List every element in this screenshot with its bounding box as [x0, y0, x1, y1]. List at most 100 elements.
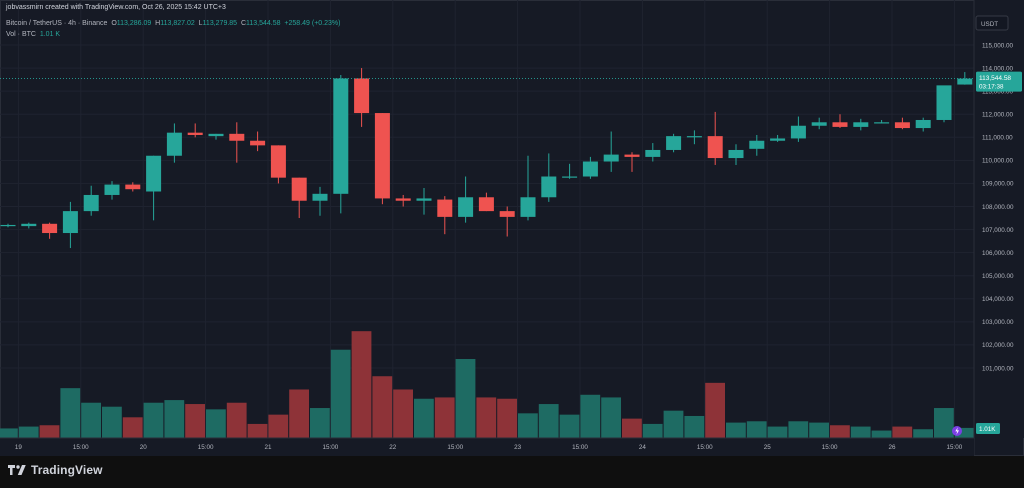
candle-body[interactable]	[936, 85, 952, 120]
low-value: 113,279.85	[202, 20, 238, 27]
candle-body[interactable]	[166, 132, 182, 156]
ohlc-legend: Bitcoin / TetherUS · 4h · Binance O 113,2…	[6, 20, 340, 27]
time-axis[interactable]	[0, 438, 974, 456]
price-chart[interactable]: 115,000.00 114,000.00 113,000.00 112,000.00…	[0, 0, 1024, 456]
time-tick-label: 15:00	[323, 444, 339, 451]
volume-bar	[746, 421, 767, 439]
volume-bar	[289, 389, 309, 439]
candle-body[interactable]	[686, 136, 702, 138]
candle-body[interactable]	[582, 161, 598, 177]
volume-bar	[372, 376, 393, 439]
volume-badge-label: 1.01K	[979, 426, 996, 433]
candle-body[interactable]	[229, 133, 245, 141]
tradingview-logo[interactable]: TradingView	[8, 463, 103, 477]
time-tick-label: 20	[140, 444, 148, 451]
candle-body[interactable]	[853, 122, 869, 127]
volume-bar	[122, 417, 143, 439]
price-tick-label: 110,000.00	[982, 158, 1014, 165]
candle-body[interactable]	[645, 149, 661, 157]
volume-bar	[39, 425, 60, 439]
candle-body[interactable]	[749, 140, 765, 149]
candle-body[interactable]	[499, 211, 515, 217]
last-price-label: 113,544.58	[979, 75, 1011, 82]
candle-body[interactable]	[125, 184, 141, 190]
candle-body[interactable]	[437, 199, 453, 217]
candle-body[interactable]	[146, 155, 162, 192]
price-tick-label: 114,000.00	[982, 65, 1014, 72]
volume-bar	[850, 426, 871, 439]
change-value: +258.49 (+0.23%)	[284, 20, 341, 27]
volume-label[interactable]: Vol · BTC	[6, 31, 36, 38]
volume-bar	[497, 398, 517, 439]
volume-bar	[310, 408, 330, 439]
candle-body[interactable]	[374, 113, 390, 199]
price-tick-label: 109,000.00	[982, 181, 1014, 188]
volume-bar	[351, 331, 372, 439]
candle-body[interactable]	[957, 78, 973, 85]
candle-body[interactable]	[250, 140, 266, 146]
candle-body[interactable]	[562, 176, 578, 178]
volume-bar	[268, 414, 289, 439]
candle-body[interactable]	[541, 176, 557, 198]
volume-bar	[913, 429, 933, 439]
candle-body[interactable]	[291, 177, 307, 201]
candle-body[interactable]	[707, 136, 723, 159]
candle-body[interactable]	[21, 223, 37, 227]
time-tick-label: 25	[764, 444, 772, 451]
candle-body[interactable]	[187, 132, 203, 135]
price-tick-label: 105,000.00	[982, 273, 1014, 280]
volume-bar	[601, 397, 621, 439]
volume-bar	[393, 389, 413, 439]
candle-body[interactable]	[666, 136, 682, 150]
candle-body[interactable]	[458, 197, 474, 217]
candle-body[interactable]	[915, 119, 931, 129]
candle-body[interactable]	[83, 194, 99, 212]
volume-bar	[455, 359, 476, 439]
candle-body[interactable]	[790, 125, 806, 139]
volume-bar	[518, 413, 538, 439]
open-label: O	[111, 20, 117, 27]
time-tick-label: 15:00	[447, 444, 463, 451]
candle-body[interactable]	[770, 138, 786, 141]
close-value: 113,544.58	[246, 20, 281, 27]
candle-body[interactable]	[728, 149, 744, 159]
candle-body[interactable]	[354, 78, 370, 114]
candle-body[interactable]	[894, 122, 910, 129]
volume-bar	[60, 388, 81, 439]
candle-body[interactable]	[520, 197, 536, 217]
volume-bar	[871, 430, 892, 439]
candle-body[interactable]	[874, 122, 890, 124]
candle-body[interactable]	[478, 197, 494, 212]
volume-bar	[892, 426, 913, 439]
candle-body[interactable]	[0, 224, 16, 227]
volume-bar	[164, 400, 185, 439]
volume-badge	[976, 423, 1000, 434]
candle-body[interactable]	[104, 184, 120, 195]
volume-bar	[330, 349, 351, 439]
candle-body[interactable]	[811, 122, 827, 126]
volume-bar	[247, 423, 268, 439]
currency-button[interactable]	[975, 15, 1009, 31]
countdown-label: 03:17:38	[979, 84, 1004, 91]
candle-body[interactable]	[333, 78, 349, 194]
currency-label: USDT	[981, 21, 998, 28]
time-tick-label: 15:00	[697, 444, 713, 451]
candle-body[interactable]	[395, 198, 411, 201]
candle-body[interactable]	[624, 154, 640, 157]
candle-body[interactable]	[312, 193, 328, 201]
volume-bar	[226, 402, 247, 439]
candle-body[interactable]	[832, 122, 848, 127]
candle-body[interactable]	[270, 145, 286, 178]
volume-bar	[143, 402, 164, 439]
chart-frame[interactable]	[0, 0, 1024, 456]
volume-bar	[767, 426, 788, 439]
candle-body[interactable]	[208, 133, 224, 137]
candle-body[interactable]	[42, 223, 58, 234]
symbol-name[interactable]: Bitcoin / TetherUS · 4h · Binance	[6, 20, 108, 27]
time-tick-label: 15:00	[198, 444, 214, 451]
candle-body[interactable]	[416, 198, 432, 201]
candle-body[interactable]	[62, 211, 78, 234]
lightning-glyph	[955, 427, 959, 435]
price-tick-label: 107,000.00	[982, 227, 1014, 234]
candle-body[interactable]	[603, 154, 619, 162]
